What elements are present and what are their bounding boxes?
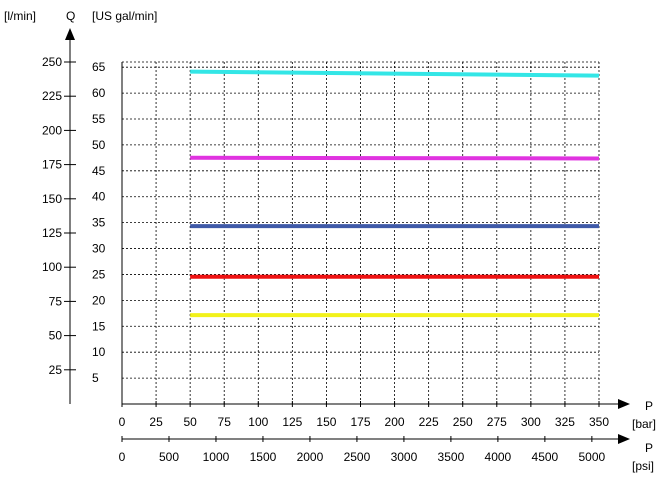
y-right-tick-label: 30 [92,242,106,256]
x-psi-tick-label: 500 [159,450,179,464]
y-left-tick-label: 75 [49,294,63,308]
x-bar-tick-label: 250 [453,415,473,429]
y-left-tick-label: 200 [42,123,62,137]
axes: 2550751001251501752002252505101520253035… [42,28,630,464]
x-bar-tick-label: 200 [385,415,405,429]
series-line-2 [190,155,600,161]
x-bar-tick-label: 150 [316,415,336,429]
x-bar-tick-label: 275 [487,415,507,429]
x-bar-tick-label: 225 [419,415,439,429]
y-left-unit-label: [l/min] [4,9,36,23]
x-bar-tick-label: 75 [218,415,232,429]
x-psi-tick-label: 5000 [579,450,606,464]
y-left-tick-label: 225 [42,89,62,103]
x-bar-quantity-label: P [645,399,653,413]
x-bar-tick-label: 350 [589,415,609,429]
y-right-tick-label: 45 [92,164,106,178]
x-bar-tick-label: 50 [183,415,197,429]
y-right-tick-label: 35 [92,216,106,230]
grid [122,61,600,404]
x-psi-tick-label: 3000 [391,450,418,464]
y-left-tick-label: 50 [49,329,63,343]
x-bar-tick-label: 125 [282,415,302,429]
y-right-tick-label: 25 [92,267,106,281]
x-bar-tick-label: 300 [521,415,541,429]
y-left-tick-label: 175 [42,158,62,172]
x-psi-tick-label: 1000 [203,450,230,464]
y-right-tick-label: 55 [92,112,106,126]
x-psi-tick-label: 2000 [297,450,324,464]
x-psi-unit-label: [psi] [632,459,654,473]
y-left-tick-label: 25 [49,363,63,377]
y-right-tick-label: 65 [92,60,106,74]
series-lines [190,69,600,318]
y-right-tick-label: 20 [92,293,106,307]
x-bar-tick-label: 100 [248,415,268,429]
y-axis-arrow-icon [65,28,75,40]
x-psi-tick-label: 4500 [532,450,559,464]
x-psi-quantity-label: P [645,441,653,455]
x-bar-tick-label: 175 [350,415,370,429]
x-psi-axis-arrow-icon [618,434,630,444]
y-right-unit-label: [US gal/min] [92,9,157,23]
y-right-tick-label: 10 [92,345,106,359]
x-bar-tick-label: 0 [119,415,126,429]
x-psi-tick-label: 0 [119,450,126,464]
axis-labels: [l/min] Q [US gal/min] P [bar] P [psi] [4,9,656,473]
x-bar-tick-label: 25 [149,415,163,429]
x-psi-tick-label: 2500 [344,450,371,464]
y-right-tick-label: 50 [92,138,106,152]
y-right-tick-label: 5 [92,371,99,385]
y-left-tick-label: 125 [42,226,62,240]
y-left-tick-label: 250 [42,55,62,69]
x-bar-unit-label: [bar] [632,417,656,431]
x-psi-tick-label: 4000 [485,450,512,464]
y-right-tick-label: 15 [92,319,106,333]
x-bar-tick-label: 325 [555,415,575,429]
x-psi-tick-label: 1500 [250,450,277,464]
x-psi-tick-label: 3500 [438,450,465,464]
y-quantity-label: Q [66,9,75,23]
x-bar-axis-arrow-icon [618,399,630,409]
y-left-tick-label: 100 [42,260,62,274]
y-left-tick-label: 150 [42,192,62,206]
y-right-tick-label: 60 [92,86,106,100]
y-right-tick-label: 40 [92,190,106,204]
series-line-1 [190,69,600,78]
